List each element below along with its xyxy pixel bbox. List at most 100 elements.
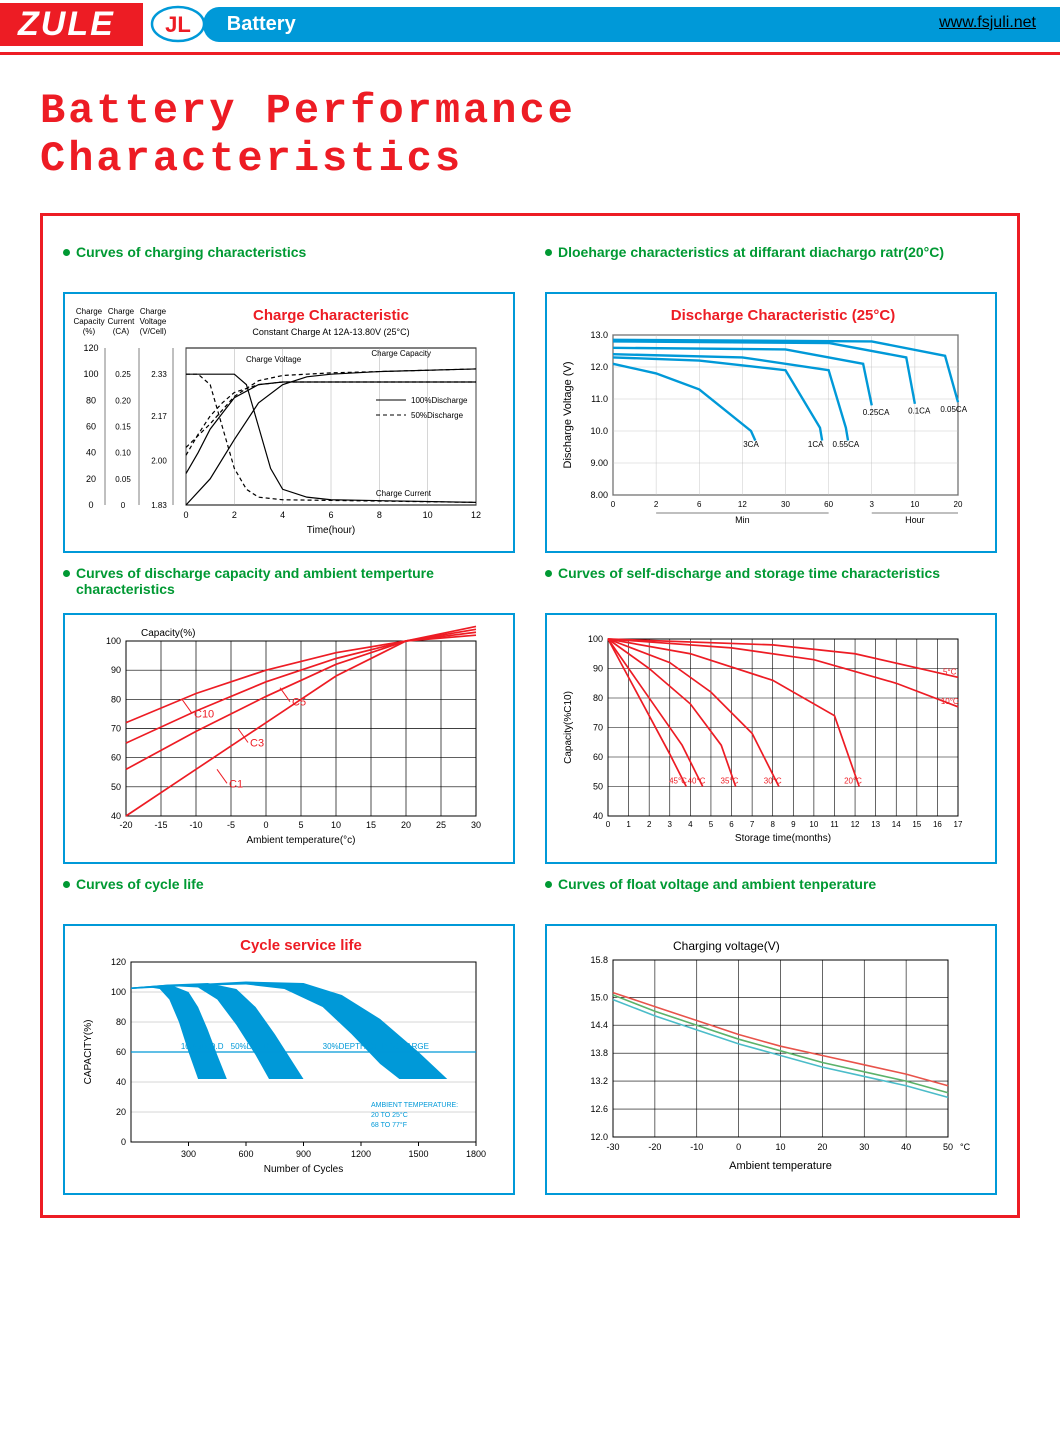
svg-text:60: 60 bbox=[824, 500, 833, 509]
caption-3: Curves of discharge capacity and ambient… bbox=[63, 565, 515, 601]
svg-text:70: 70 bbox=[111, 724, 121, 734]
svg-text:0.55CA: 0.55CA bbox=[833, 440, 860, 449]
svg-text:16: 16 bbox=[933, 820, 942, 829]
caption-2: Dloeharge characteristics at diffarant d… bbox=[545, 244, 997, 280]
caption-4: Curves of self-discharge and storage tim… bbox=[545, 565, 997, 601]
svg-text:20: 20 bbox=[86, 474, 96, 484]
svg-text:50: 50 bbox=[111, 782, 121, 792]
svg-text:Charge Characteristic: Charge Characteristic bbox=[253, 307, 409, 324]
svg-text:17: 17 bbox=[954, 820, 963, 829]
svg-text:JL: JL bbox=[165, 12, 191, 37]
svg-text:40: 40 bbox=[593, 811, 603, 821]
svg-text:60: 60 bbox=[86, 422, 96, 432]
chart-charge: Charge Characteristic Constant Charge At … bbox=[63, 292, 515, 553]
svg-text:100: 100 bbox=[588, 634, 603, 644]
svg-text:300: 300 bbox=[181, 1149, 196, 1159]
svg-text:1: 1 bbox=[626, 820, 631, 829]
svg-text:Time(hour): Time(hour) bbox=[307, 525, 356, 536]
svg-text:30%DEPTH OF DISCHARGE: 30%DEPTH OF DISCHARGE bbox=[323, 1042, 429, 1051]
svg-text:0.15: 0.15 bbox=[115, 423, 131, 432]
svg-text:1800: 1800 bbox=[466, 1149, 486, 1159]
svg-text:14: 14 bbox=[892, 820, 901, 829]
svg-text:80: 80 bbox=[593, 693, 603, 703]
svg-text:100%D.O.D: 100%D.O.D bbox=[181, 1042, 224, 1051]
charts-grid: Curves of charging characteristics Dloeh… bbox=[63, 244, 997, 1195]
svg-text:Hour: Hour bbox=[905, 515, 925, 525]
svg-text:-10: -10 bbox=[690, 1142, 703, 1152]
svg-text:60: 60 bbox=[116, 1047, 126, 1057]
svg-text:Current: Current bbox=[108, 317, 135, 326]
svg-text:0.25CA: 0.25CA bbox=[863, 408, 890, 417]
svg-text:1500: 1500 bbox=[408, 1149, 428, 1159]
svg-text:0.1CA: 0.1CA bbox=[908, 406, 931, 415]
svg-text:20: 20 bbox=[954, 500, 963, 509]
svg-text:80: 80 bbox=[86, 395, 96, 405]
svg-text:30: 30 bbox=[859, 1142, 869, 1152]
svg-text:Cycle service life: Cycle service life bbox=[240, 937, 362, 954]
svg-text:30: 30 bbox=[781, 500, 790, 509]
svg-text:6: 6 bbox=[729, 820, 734, 829]
caption-6: Curves of float voltage and ambient tenp… bbox=[545, 876, 997, 912]
svg-text:12.0: 12.0 bbox=[590, 1132, 608, 1142]
svg-text:2: 2 bbox=[647, 820, 652, 829]
svg-text:CAPACITY(%): CAPACITY(%) bbox=[83, 1020, 94, 1085]
svg-text:4: 4 bbox=[688, 820, 693, 829]
svg-text:Charge Voltage: Charge Voltage bbox=[246, 355, 302, 364]
charts-frame: Curves of charging characteristics Dloeh… bbox=[40, 213, 1020, 1218]
svg-text:600: 600 bbox=[238, 1149, 253, 1159]
svg-text:2.17: 2.17 bbox=[151, 412, 167, 421]
svg-text:1.83: 1.83 bbox=[151, 501, 167, 510]
page-title: Battery Performance Characteristics bbox=[40, 87, 1020, 183]
svg-text:-15: -15 bbox=[154, 820, 167, 830]
svg-text:Ambient temperature: Ambient temperature bbox=[729, 1160, 832, 1172]
svg-text:15.8: 15.8 bbox=[590, 955, 608, 965]
svg-text:15.0: 15.0 bbox=[590, 992, 608, 1002]
svg-text:(CA): (CA) bbox=[113, 327, 130, 336]
svg-text:3: 3 bbox=[870, 500, 875, 509]
svg-text:12.0: 12.0 bbox=[590, 362, 608, 372]
svg-text:-30: -30 bbox=[606, 1142, 619, 1152]
svg-text:10: 10 bbox=[775, 1142, 785, 1152]
svg-text:13.0: 13.0 bbox=[590, 330, 608, 340]
svg-text:68 TO 77°F: 68 TO 77°F bbox=[371, 1121, 407, 1129]
svg-text:0.25: 0.25 bbox=[115, 370, 131, 379]
caption-5: Curves of cycle life bbox=[63, 876, 515, 912]
svg-text:-5: -5 bbox=[227, 820, 235, 830]
svg-text:15: 15 bbox=[366, 820, 376, 830]
svg-text:-10: -10 bbox=[189, 820, 202, 830]
svg-text:Voltage: Voltage bbox=[140, 317, 167, 326]
svg-text:12: 12 bbox=[851, 820, 860, 829]
svg-text:Constant Charge At 12A-13.80V: Constant Charge At 12A-13.80V (25°C) bbox=[252, 327, 409, 337]
chart-discharge: Discharge Characteristic (25°C)Discharge… bbox=[545, 292, 997, 553]
svg-text:12: 12 bbox=[738, 500, 747, 509]
page-content: Battery Performance Characteristics Curv… bbox=[0, 55, 1060, 1238]
svg-text:35°C: 35°C bbox=[721, 777, 739, 786]
svg-text:20°C: 20°C bbox=[844, 777, 862, 786]
svg-text:5: 5 bbox=[709, 820, 714, 829]
svg-text:(%): (%) bbox=[83, 327, 96, 336]
svg-text:C3: C3 bbox=[250, 738, 264, 750]
svg-text:(V/Cell): (V/Cell) bbox=[140, 327, 167, 336]
svg-text:0.10: 0.10 bbox=[115, 449, 131, 458]
svg-text:1200: 1200 bbox=[351, 1149, 371, 1159]
svg-text:90: 90 bbox=[593, 664, 603, 674]
svg-text:20: 20 bbox=[116, 1107, 126, 1117]
svg-text:120: 120 bbox=[111, 957, 126, 967]
svg-text:40°C: 40°C bbox=[688, 777, 706, 786]
svg-text:6: 6 bbox=[697, 500, 702, 509]
svg-text:8: 8 bbox=[770, 820, 775, 829]
svg-text:Min: Min bbox=[735, 515, 750, 525]
svg-text:100: 100 bbox=[106, 636, 121, 646]
svg-text:Storage time(months): Storage time(months) bbox=[735, 833, 831, 844]
svg-text:70: 70 bbox=[593, 723, 603, 733]
svg-text:45°C: 45°C bbox=[669, 777, 687, 786]
svg-text:90: 90 bbox=[111, 665, 121, 675]
svg-text:2: 2 bbox=[232, 510, 237, 520]
svg-text:11.0: 11.0 bbox=[591, 394, 608, 404]
svg-text:0: 0 bbox=[121, 1137, 126, 1147]
svg-text:Discharge Characteristic (25°: Discharge Characteristic (25°C) bbox=[671, 307, 895, 324]
svg-text:40: 40 bbox=[116, 1077, 126, 1087]
svg-text:-20: -20 bbox=[119, 820, 132, 830]
svg-text:0: 0 bbox=[606, 820, 611, 829]
svg-text:Charge: Charge bbox=[76, 307, 103, 316]
